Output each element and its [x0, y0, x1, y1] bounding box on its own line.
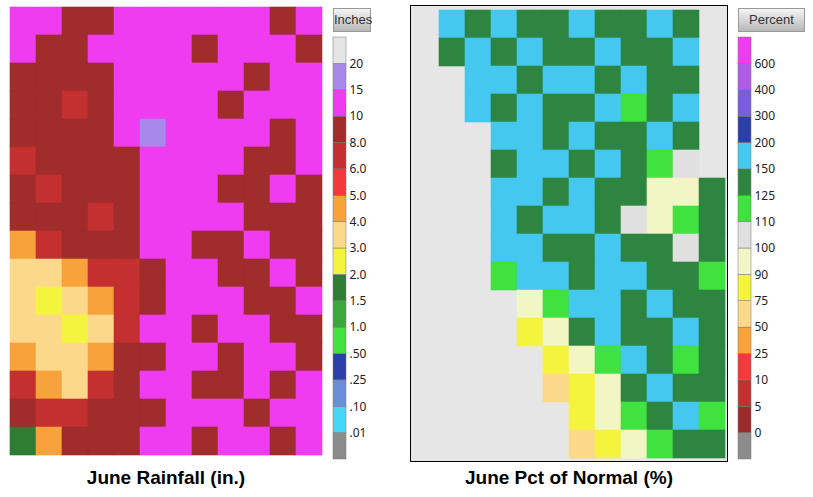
svg-text:600: 600	[755, 55, 776, 72]
svg-text:.10: .10	[350, 398, 367, 415]
svg-text:1.0: 1.0	[350, 318, 367, 335]
svg-text:8.0: 8.0	[350, 134, 367, 151]
html-text:Inches: Inches	[334, 12, 373, 27]
svg-text:10: 10	[755, 371, 769, 388]
svg-text:.01: .01	[350, 424, 367, 441]
svg-text:100: 100	[755, 239, 776, 256]
svg-text:110: 110	[755, 213, 776, 230]
svg-text:3.0: 3.0	[350, 239, 367, 256]
svg-text:20: 20	[350, 55, 364, 72]
svg-text:125: 125	[755, 187, 776, 204]
svg-text:200: 200	[755, 134, 776, 151]
svg-text:300: 300	[755, 107, 776, 124]
svg-text:2.0: 2.0	[350, 266, 367, 283]
svg-text:0: 0	[755, 424, 762, 441]
svg-text:75: 75	[755, 292, 769, 309]
svg-text:10: 10	[350, 107, 364, 124]
svg-text:50: 50	[755, 318, 769, 335]
html-text:June Rainfall (in.): June Rainfall (in.)	[86, 467, 246, 488]
svg-text:5.0: 5.0	[350, 187, 367, 204]
svg-text:25: 25	[755, 345, 769, 362]
svg-text:1.5: 1.5	[350, 292, 367, 309]
svg-text:4.0: 4.0	[350, 213, 367, 230]
html-text:June Pct of Normal (%): June Pct of Normal (%)	[465, 467, 673, 488]
svg-text:15: 15	[350, 81, 364, 98]
svg-text:.50: .50	[350, 345, 367, 362]
svg-text:6.0: 6.0	[350, 160, 367, 177]
svg-text:.25: .25	[350, 371, 367, 388]
html-text:Percent: Percent	[749, 12, 794, 27]
svg-text:400: 400	[755, 81, 776, 98]
svg-text:5: 5	[755, 398, 762, 415]
svg-text:90: 90	[755, 266, 769, 283]
svg-text:150: 150	[755, 160, 776, 177]
